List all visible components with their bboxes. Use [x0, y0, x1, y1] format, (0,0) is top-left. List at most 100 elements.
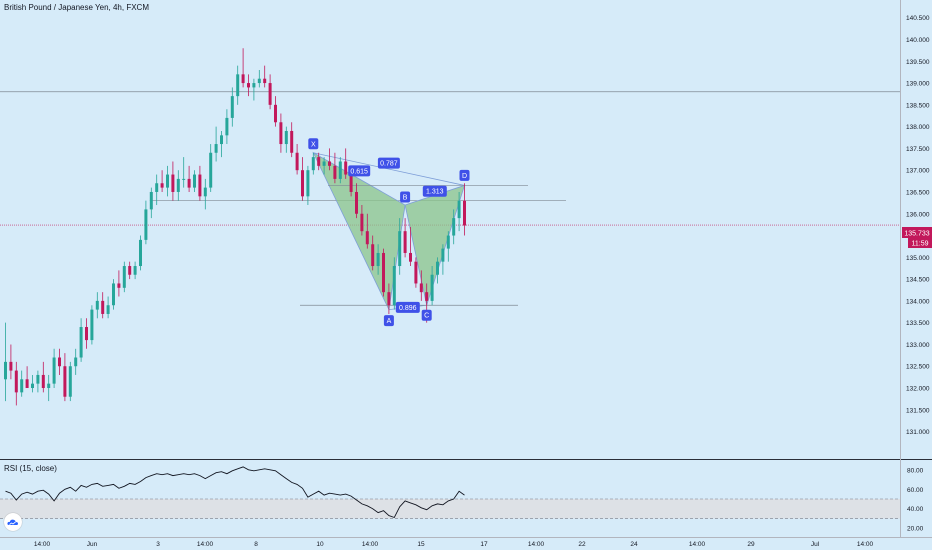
- candle-up: [47, 374, 51, 402]
- candle-down: [279, 113, 283, 153]
- time-tick-label: 3: [156, 541, 160, 548]
- candle-down: [274, 96, 277, 127]
- time-tick-label: 14:00: [34, 541, 51, 548]
- svg-text:0.787: 0.787: [380, 161, 398, 168]
- rsi-band: [0, 498, 900, 519]
- time-tick-label: 14:00: [857, 541, 874, 548]
- candle-down: [317, 152, 321, 171]
- candle-up: [36, 370, 40, 393]
- candle-down: [333, 152, 337, 184]
- rsi-axis[interactable]: 80.00 60.00 40.00 20.00: [907, 467, 924, 532]
- ratio-label-xab: 0.615: [348, 165, 371, 177]
- cloud-icon-graphic: [7, 519, 19, 525]
- candle-up: [193, 170, 196, 192]
- candle-down: [268, 74, 272, 110]
- candle-down: [171, 161, 175, 201]
- candle-down: [360, 205, 364, 236]
- price-tick-label: 137.500: [906, 146, 930, 153]
- candle-up: [311, 152, 315, 175]
- svg-text:1.313: 1.313: [426, 189, 444, 196]
- candle-up: [284, 126, 288, 153]
- price-axis[interactable]: 140.500 140.000 139.500 139.000 138.500 138.0…: [906, 15, 930, 436]
- candle-up: [95, 292, 99, 319]
- time-tick-label: 10: [316, 541, 324, 548]
- candle-down: [463, 183, 466, 236]
- candle-up: [79, 318, 83, 362]
- candle-down: [117, 270, 121, 297]
- candle-up: [133, 261, 137, 280]
- candle-up: [176, 170, 180, 201]
- price-tick-label: 131.000: [906, 429, 930, 436]
- candle-down: [263, 65, 267, 88]
- price-tick-label: 132.000: [906, 386, 930, 393]
- candle-down: [41, 361, 45, 393]
- candle-down: [344, 148, 348, 179]
- rsi-tick-label: 40.00: [907, 506, 924, 513]
- candle-up: [398, 218, 402, 275]
- candle-up: [257, 69, 261, 88]
- tradingview-cloud-icon[interactable]: [4, 513, 22, 531]
- rsi-title[interactable]: RSI (15, close): [4, 464, 57, 473]
- candle-up: [457, 191, 461, 232]
- time-tick-label: 29: [747, 541, 755, 548]
- last-price-tag-bg: [902, 227, 932, 238]
- rsi-tick-label: 20.00: [907, 526, 924, 533]
- candle-up: [209, 144, 213, 192]
- svg-text:C: C: [424, 313, 429, 320]
- candle-up: [31, 374, 34, 393]
- svg-text:0.896: 0.896: [399, 305, 417, 312]
- candle-down: [247, 74, 250, 97]
- candle-down: [25, 366, 29, 389]
- candle-up: [220, 130, 223, 158]
- candle-up: [122, 261, 126, 293]
- candle-up: [74, 348, 78, 375]
- point-label-a: A: [383, 315, 394, 327]
- candle-up: [182, 157, 186, 188]
- candle-down: [301, 157, 304, 201]
- candle-up: [441, 244, 445, 275]
- candle-up: [230, 87, 234, 127]
- candle-down: [101, 292, 105, 319]
- candle-up: [52, 348, 56, 389]
- time-tick-label: 15: [417, 541, 425, 548]
- candle-up: [306, 165, 310, 206]
- candle-up: [430, 266, 434, 306]
- candle-up: [436, 257, 439, 284]
- svg-text:B: B: [403, 195, 408, 202]
- price-tick-label: 140.000: [906, 37, 930, 44]
- candle-up: [214, 126, 218, 162]
- time-tick-label: 17: [480, 541, 488, 548]
- price-tick-label: 136.500: [906, 190, 930, 197]
- candle-up: [149, 187, 153, 219]
- candle-down: [414, 257, 418, 288]
- price-tick-label: 138.000: [906, 124, 930, 131]
- time-tick-label: 14:00: [362, 541, 379, 548]
- price-tick-label: 134.500: [906, 277, 930, 284]
- bar-countdown: 11:59: [912, 241, 929, 248]
- pattern-labels: X A B C D 0.615 0.787 1.313 0.896: [308, 138, 470, 327]
- candle-up: [225, 109, 229, 145]
- rsi-tick-label: 60.00: [907, 487, 924, 494]
- svg-text:X: X: [311, 141, 316, 148]
- ratio-label-xcd: 1.313: [422, 185, 447, 197]
- last-price-value: 135.733: [904, 231, 929, 238]
- candle-up: [68, 361, 72, 402]
- price-tick-label: 136.000: [906, 211, 930, 218]
- countdown-tag-bg: [908, 238, 932, 248]
- price-tick-label: 138.500: [906, 102, 930, 109]
- time-axis[interactable]: 14:00 Jun 3 14:00 8 10 14:00 15 17 14:00 22 24 14:00…: [34, 541, 874, 548]
- price-tick-label: 132.500: [906, 364, 930, 371]
- rsi-tick-label: 80.00: [907, 467, 924, 474]
- point-label-b: B: [400, 191, 411, 203]
- price-tick-label: 135.000: [906, 255, 930, 262]
- ratio-label-abc: 0.896: [395, 301, 420, 313]
- candle-up: [322, 157, 326, 175]
- candle-down: [328, 148, 331, 171]
- time-tick-label: Jul: [811, 541, 820, 548]
- candle-up: [20, 370, 24, 397]
- candle-down: [371, 235, 375, 271]
- price-tick-label: 139.000: [906, 81, 930, 88]
- candle-down: [198, 165, 202, 201]
